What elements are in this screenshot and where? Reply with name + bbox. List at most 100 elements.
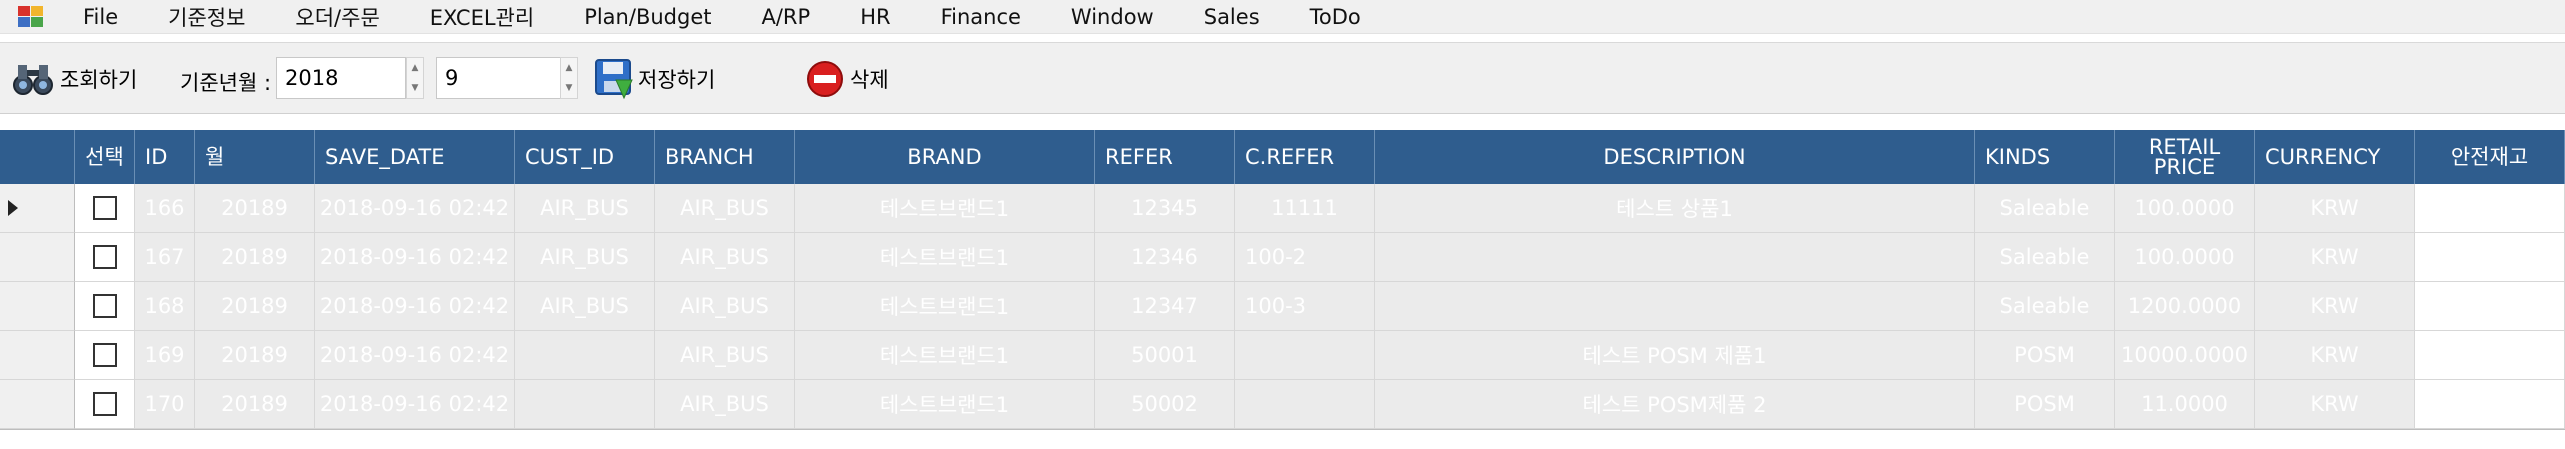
cell-description[interactable]: 테스트 POSM제품 2 bbox=[1375, 380, 1975, 429]
menu-sales[interactable]: Sales bbox=[1203, 4, 1260, 29]
cell-cust-id[interactable] bbox=[515, 331, 655, 380]
cell-cust-id[interactable]: AIR_BUS bbox=[515, 184, 655, 233]
cell-safety-stock[interactable] bbox=[2415, 380, 2565, 429]
month-field[interactable]: 9 bbox=[436, 57, 566, 99]
cell-save-date[interactable]: 2018-09-16 02:42 bbox=[315, 331, 515, 380]
cell-description[interactable] bbox=[1375, 282, 1975, 331]
cell-id[interactable]: 166 bbox=[135, 184, 195, 233]
column-header-month[interactable]: 월 bbox=[195, 130, 315, 184]
column-header-c-refer[interactable]: C.REFER bbox=[1235, 130, 1375, 184]
cell-id[interactable]: 169 bbox=[135, 331, 195, 380]
row-select-cell[interactable] bbox=[75, 233, 135, 282]
cell-currency[interactable]: KRW bbox=[2255, 282, 2415, 331]
row-select-cell[interactable] bbox=[75, 331, 135, 380]
cell-retail-price[interactable]: 10000.0000 bbox=[2115, 331, 2255, 380]
cell-currency[interactable]: KRW bbox=[2255, 331, 2415, 380]
row-header[interactable] bbox=[0, 331, 75, 380]
cell-branch[interactable]: AIR_BUS bbox=[655, 282, 795, 331]
cell-kinds[interactable]: Saleable bbox=[1975, 233, 2115, 282]
row-header[interactable] bbox=[0, 282, 75, 331]
menu-todo[interactable]: ToDo bbox=[1309, 4, 1361, 29]
cell-retail-price[interactable]: 100.0000 bbox=[2115, 184, 2255, 233]
table-row[interactable]: 170 20189 2018-09-16 02:42 AIR_BUS 테스트브랜… bbox=[0, 380, 2565, 429]
cell-safety-stock[interactable] bbox=[2415, 282, 2565, 331]
menu-file[interactable]: File bbox=[83, 4, 119, 29]
menu-orders[interactable]: 오더/주문 bbox=[295, 5, 380, 30]
column-header-brand[interactable]: BRAND bbox=[795, 130, 1095, 184]
cell-c-refer[interactable]: 100-2 bbox=[1235, 233, 1375, 282]
cell-branch[interactable]: AIR_BUS bbox=[655, 184, 795, 233]
row-checkbox[interactable] bbox=[92, 245, 117, 269]
table-row[interactable]: 167 20189 2018-09-16 02:42 AIR_BUS AIR_B… bbox=[0, 233, 2565, 282]
column-header-id[interactable]: ID bbox=[135, 130, 195, 184]
app-icon[interactable] bbox=[18, 5, 44, 28]
cell-retail-price[interactable]: 100.0000 bbox=[2115, 233, 2255, 282]
cell-retail-price[interactable]: 1200.0000 bbox=[2115, 282, 2255, 331]
cell-c-refer[interactable]: 11111 bbox=[1235, 184, 1375, 233]
column-header-description[interactable]: DESCRIPTION bbox=[1375, 130, 1975, 184]
cell-branch[interactable]: AIR_BUS bbox=[655, 331, 795, 380]
cell-month[interactable]: 20189 bbox=[195, 331, 315, 380]
row-header[interactable] bbox=[0, 233, 75, 282]
column-header-currency[interactable]: CURRENCY bbox=[2255, 130, 2415, 184]
month-spinner[interactable]: ▲ ▼ bbox=[560, 57, 578, 99]
cell-brand[interactable]: 테스트브랜드1 bbox=[795, 282, 1095, 331]
cell-refer[interactable]: 12346 bbox=[1095, 233, 1235, 282]
menu-master-data[interactable]: 기준정보 bbox=[168, 5, 246, 30]
column-header-refer[interactable]: REFER bbox=[1095, 130, 1235, 184]
delete-button[interactable]: 삭제 bbox=[806, 59, 889, 99]
row-header[interactable] bbox=[0, 184, 75, 233]
cell-save-date[interactable]: 2018-09-16 02:42 bbox=[315, 380, 515, 429]
year-spinner[interactable]: ▲ ▼ bbox=[406, 57, 424, 99]
cell-id[interactable]: 168 bbox=[135, 282, 195, 331]
cell-branch[interactable]: AIR_BUS bbox=[655, 233, 795, 282]
cell-currency[interactable]: KRW bbox=[2255, 380, 2415, 429]
cell-kinds[interactable]: Saleable bbox=[1975, 184, 2115, 233]
cell-month[interactable]: 20189 bbox=[195, 282, 315, 331]
cell-retail-price[interactable]: 11.0000 bbox=[2115, 380, 2255, 429]
table-row[interactable]: 168 20189 2018-09-16 02:42 AIR_BUS AIR_B… bbox=[0, 282, 2565, 331]
cell-kinds[interactable]: POSM bbox=[1975, 380, 2115, 429]
cell-currency[interactable]: KRW bbox=[2255, 184, 2415, 233]
cell-id[interactable]: 170 bbox=[135, 380, 195, 429]
cell-refer[interactable]: 12345 bbox=[1095, 184, 1235, 233]
menu-window[interactable]: Window bbox=[1070, 4, 1154, 29]
cell-brand[interactable]: 테스트브랜드1 bbox=[795, 184, 1095, 233]
column-header-safety-stock[interactable]: 안전재고 bbox=[2415, 130, 2565, 184]
column-header-kinds[interactable]: KINDS bbox=[1975, 130, 2115, 184]
cell-save-date[interactable]: 2018-09-16 02:42 bbox=[315, 282, 515, 331]
cell-kinds[interactable]: POSM bbox=[1975, 331, 2115, 380]
row-checkbox[interactable] bbox=[92, 343, 117, 367]
cell-brand[interactable]: 테스트브랜드1 bbox=[795, 331, 1095, 380]
column-header-cust-id[interactable]: CUST_ID bbox=[515, 130, 655, 184]
cell-kinds[interactable]: Saleable bbox=[1975, 282, 2115, 331]
cell-month[interactable]: 20189 bbox=[195, 380, 315, 429]
table-row[interactable]: 169 20189 2018-09-16 02:42 AIR_BUS 테스트브랜… bbox=[0, 331, 2565, 380]
cell-refer[interactable]: 50001 bbox=[1095, 331, 1235, 380]
row-header[interactable] bbox=[0, 380, 75, 429]
cell-c-refer[interactable]: 100-3 bbox=[1235, 282, 1375, 331]
cell-safety-stock[interactable] bbox=[2415, 331, 2565, 380]
cell-branch[interactable]: AIR_BUS bbox=[655, 380, 795, 429]
menu-hr[interactable]: HR bbox=[860, 4, 891, 29]
cell-brand[interactable]: 테스트브랜드1 bbox=[795, 233, 1095, 282]
cell-c-refer[interactable] bbox=[1235, 380, 1375, 429]
row-checkbox[interactable] bbox=[92, 196, 117, 220]
cell-safety-stock[interactable] bbox=[2415, 184, 2565, 233]
cell-safety-stock[interactable] bbox=[2415, 233, 2565, 282]
row-checkbox[interactable] bbox=[92, 294, 117, 318]
cell-currency[interactable]: KRW bbox=[2255, 233, 2415, 282]
cell-description[interactable]: 테스트 POSM 제품1 bbox=[1375, 331, 1975, 380]
row-checkbox[interactable] bbox=[92, 392, 117, 416]
cell-cust-id[interactable]: AIR_BUS bbox=[515, 282, 655, 331]
menu-arp[interactable]: A/RP bbox=[761, 4, 811, 29]
column-header-save-date[interactable]: SAVE_DATE bbox=[315, 130, 515, 184]
cell-save-date[interactable]: 2018-09-16 02:42 bbox=[315, 233, 515, 282]
cell-description[interactable] bbox=[1375, 233, 1975, 282]
cell-month[interactable]: 20189 bbox=[195, 233, 315, 282]
column-header-branch[interactable]: BRANCH bbox=[655, 130, 795, 184]
column-header-select[interactable]: 선택 bbox=[75, 130, 135, 184]
cell-cust-id[interactable]: AIR_BUS bbox=[515, 233, 655, 282]
cell-month[interactable]: 20189 bbox=[195, 184, 315, 233]
menu-finance[interactable]: Finance bbox=[940, 4, 1021, 29]
